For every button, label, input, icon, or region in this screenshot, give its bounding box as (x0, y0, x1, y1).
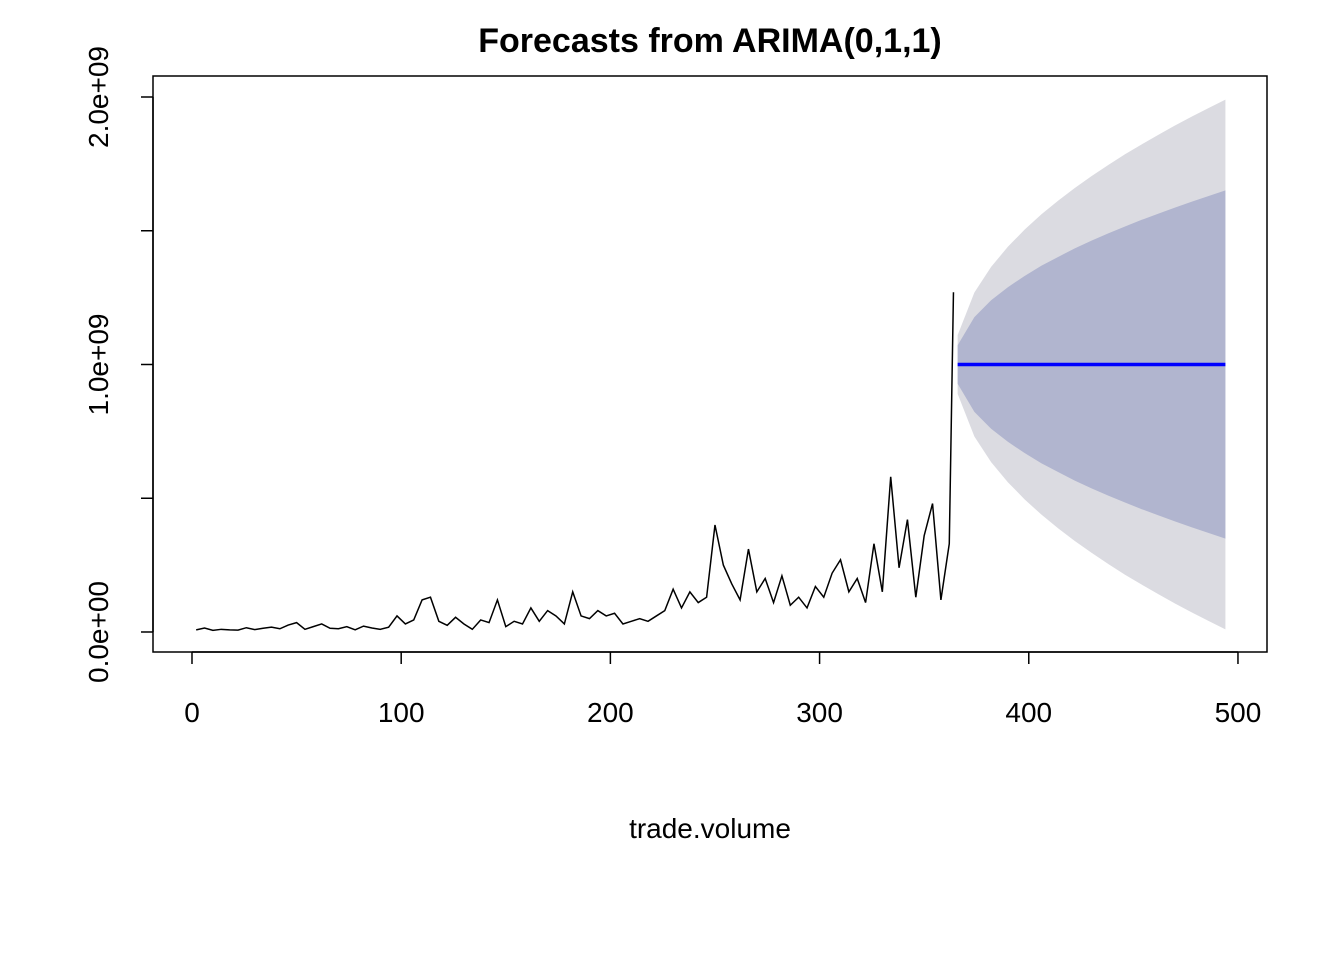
x-axis-label: trade.volume (629, 813, 791, 844)
chart-title: Forecasts from ARIMA(0,1,1) (478, 22, 942, 60)
observed-line (196, 292, 955, 632)
y-tick-label: 0.0e+00 (83, 581, 114, 683)
x-tick-label: 0 (184, 697, 200, 728)
x-tick-label: 100 (378, 697, 425, 728)
x-tick-label: 400 (1005, 697, 1052, 728)
x-tick-label: 300 (796, 697, 843, 728)
y-tick-label: 1.0e+09 (83, 313, 114, 415)
x-tick-label: 200 (587, 697, 634, 728)
x-tick-label: 500 (1215, 697, 1262, 728)
y-tick-label: 2.0e+09 (83, 46, 114, 148)
